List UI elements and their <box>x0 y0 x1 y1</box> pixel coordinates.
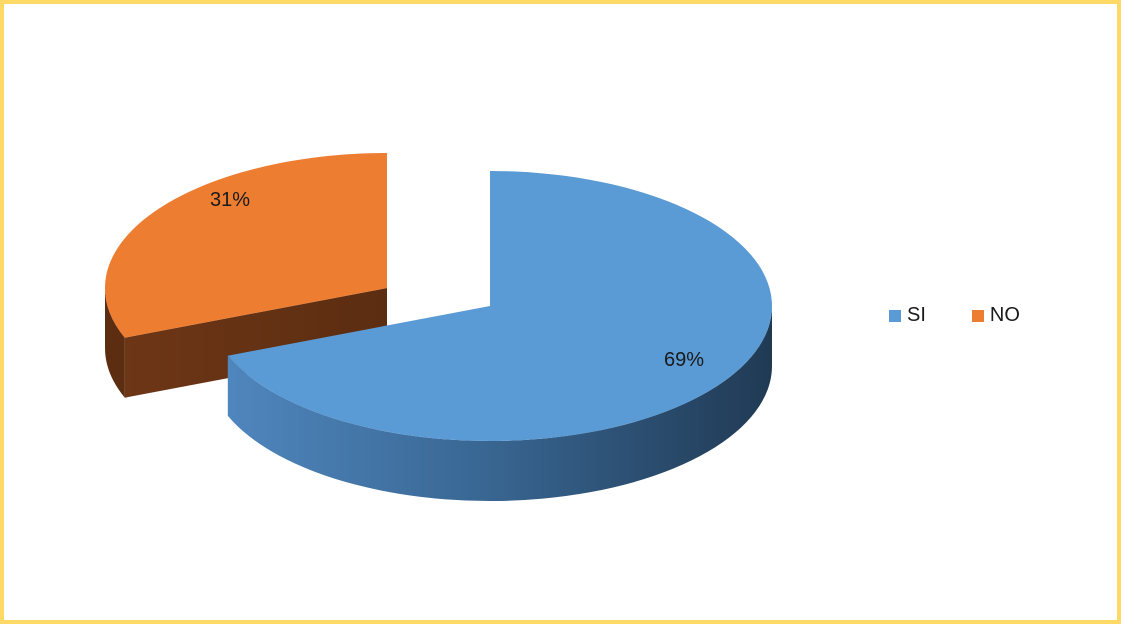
legend-entry-si: SI <box>889 304 926 327</box>
legend-swatch-no <box>971 309 984 322</box>
legend-label-si: SI <box>907 304 926 326</box>
legend: SI NO <box>889 304 1020 327</box>
data-label-no: 31% <box>210 189 250 211</box>
slice-no <box>104 153 388 338</box>
pie-chart: 69% 31% <box>104 153 773 501</box>
slice-si <box>227 171 773 441</box>
legend-swatch-si <box>889 309 901 322</box>
legend-label-no: NO <box>989 304 1020 326</box>
data-label-si: 69% <box>664 349 704 371</box>
legend-entry-no: NO <box>971 304 1020 327</box>
slice-no-rim <box>105 288 125 398</box>
slice-si-rim <box>227 306 772 501</box>
pie-slices <box>104 153 773 501</box>
slice-no-side <box>124 288 387 398</box>
pie-data-labels: 69% 31% <box>210 189 704 371</box>
